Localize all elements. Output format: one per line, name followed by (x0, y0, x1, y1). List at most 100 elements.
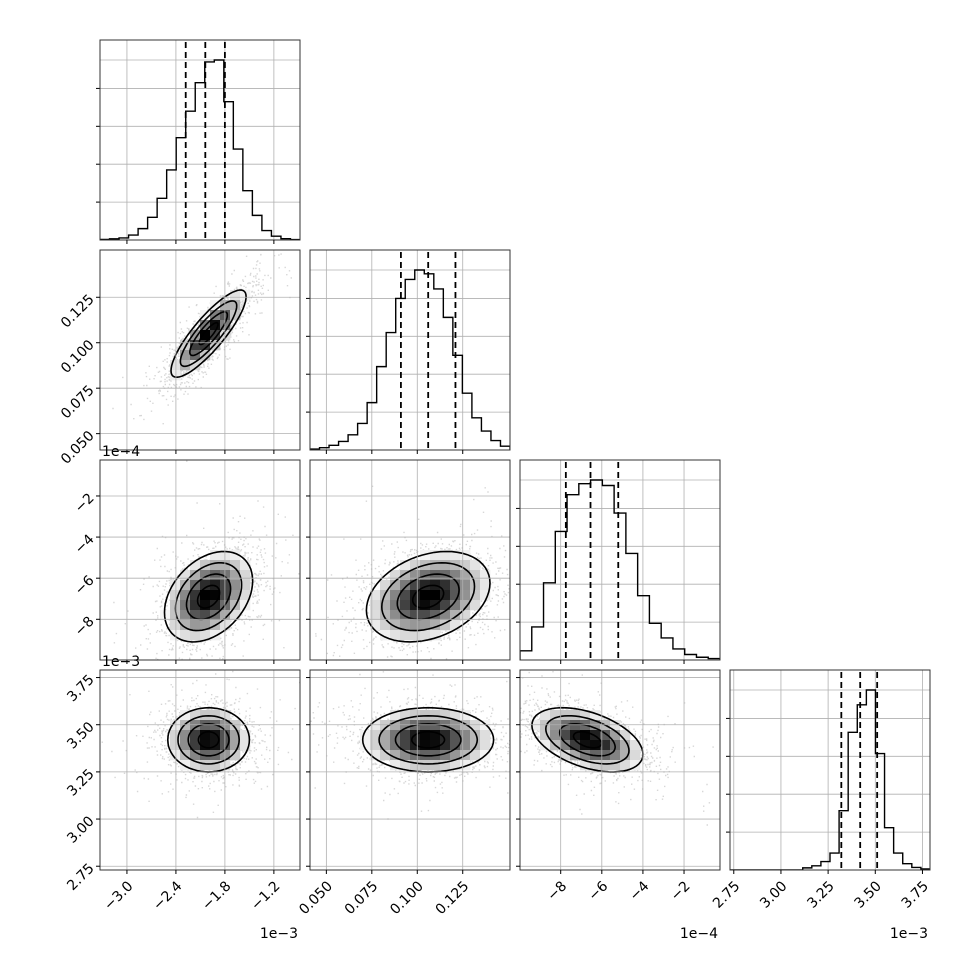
density-cell (440, 710, 451, 721)
density-cell (420, 590, 431, 601)
panel-frame (309, 459, 511, 661)
hist-panel-1 (306, 249, 511, 454)
density-cell (440, 550, 451, 561)
contour-1 (396, 573, 460, 621)
density-cell (370, 590, 381, 601)
density-cell (240, 600, 251, 611)
density-cell (400, 750, 411, 761)
contour-2 (378, 714, 479, 765)
density-cell (380, 600, 391, 611)
density-cell (440, 560, 451, 571)
density-cell (230, 720, 241, 731)
density-cell (570, 750, 581, 761)
density-cell (390, 610, 401, 621)
density-cell (590, 760, 601, 771)
density-cell (480, 730, 491, 741)
density-cell (190, 630, 201, 641)
density-cell (450, 610, 461, 621)
contour-1 (185, 573, 232, 621)
density-cell (580, 730, 591, 741)
density-cell (460, 720, 471, 731)
density-cell (200, 340, 211, 351)
contour-3 (166, 706, 251, 773)
histogram-1 (310, 269, 510, 450)
density-cell (460, 710, 471, 721)
density-cell (430, 590, 441, 601)
density-cell (420, 760, 431, 771)
density-cell (540, 740, 551, 751)
density-cell (530, 720, 541, 731)
density-cell (370, 600, 381, 611)
x-tick-label: −4 (627, 878, 653, 904)
density-cell (430, 550, 441, 561)
density-cell (460, 550, 471, 561)
density-cell (190, 360, 201, 371)
density-cell (190, 750, 201, 761)
density-cell (240, 290, 251, 301)
density-cell (570, 720, 581, 731)
pair-panel-0-1: 0.050 0.075 0.100 0.125 (58, 249, 301, 468)
density-cell (620, 760, 631, 771)
density-cell (430, 620, 441, 631)
x-offset-label: 1e−3 (890, 926, 928, 942)
panel-frame (519, 459, 721, 661)
density-cell (200, 610, 211, 621)
density-cell (200, 560, 211, 571)
x-tick-label: 0.050 (296, 878, 336, 918)
density-cell (480, 570, 491, 581)
panel-content (315, 485, 510, 660)
density-cell (400, 580, 411, 591)
density-cell (210, 590, 221, 601)
density-cell (540, 710, 551, 721)
hist-panel-0 (96, 39, 301, 244)
x-tick-label: 3.75 (899, 878, 932, 911)
density-cell (420, 610, 431, 621)
density-cell (540, 720, 551, 731)
density-cell (590, 740, 601, 751)
density-cell (430, 570, 441, 581)
density-cell (190, 620, 201, 631)
pair-panel-0-2: −8 −6 −4 −2 1e−4 (72, 444, 301, 664)
density-cell (410, 580, 421, 591)
y-tick-label: −4 (72, 531, 98, 557)
density-cell (190, 590, 201, 601)
density-cell (390, 710, 401, 721)
density-cell (400, 630, 411, 641)
panel-frame (309, 669, 511, 871)
y-tick-label: −8 (72, 614, 98, 640)
density-cell (430, 740, 441, 751)
x-offset-label: 1e−3 (260, 926, 298, 942)
contour-0 (410, 731, 446, 749)
density-cell (210, 710, 221, 721)
density-cell (400, 620, 411, 631)
density-cell (390, 720, 401, 731)
contour-0 (197, 731, 220, 749)
density-cell (190, 730, 201, 741)
density-cell (180, 360, 191, 371)
density-cell (190, 330, 201, 341)
y-tick-label: 3.25 (64, 766, 97, 799)
density-cell (230, 610, 241, 621)
density-cell (390, 570, 401, 581)
density-cell (630, 750, 641, 761)
pair-panel-0-3: 2.75 3.00 3.25 3.50 3.75 1e−3 −3.0 −2.4 −1.8 −1.2 (64, 654, 301, 914)
density-cell (450, 590, 461, 601)
density-cell (190, 710, 201, 721)
density-cell (390, 740, 401, 751)
density-cell (630, 760, 641, 771)
density-cell (190, 610, 201, 621)
density-cell (470, 560, 481, 571)
density-cell (470, 590, 481, 601)
density-cell (570, 730, 581, 741)
density-cell (190, 720, 201, 731)
panel-content (113, 460, 300, 660)
density-cell (600, 740, 611, 751)
x-tick-label: −2 (668, 878, 694, 904)
density-cell (420, 720, 431, 731)
contour-1 (558, 723, 617, 757)
density-cell (440, 590, 451, 601)
y-tick-label: 0.075 (58, 383, 98, 423)
density-cell (180, 610, 191, 621)
density-cell (470, 570, 481, 581)
